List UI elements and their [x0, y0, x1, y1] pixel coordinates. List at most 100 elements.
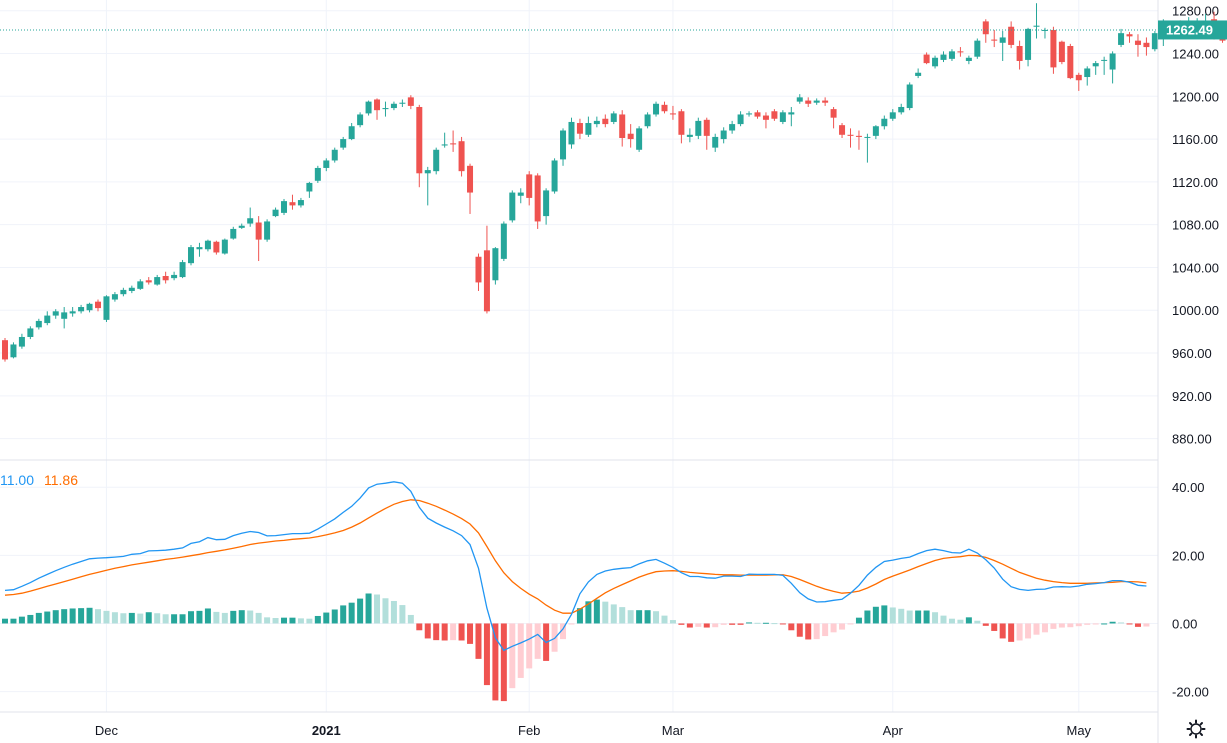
candle: [610, 111, 617, 125]
histogram-bar: [1134, 623, 1141, 627]
candle: [162, 271, 169, 284]
candle: [416, 104, 423, 188]
candle: [737, 111, 744, 127]
candle: [399, 99, 406, 107]
candle: [695, 117, 702, 140]
price-tick-label: 880.00: [1172, 432, 1212, 447]
signal-legend-value: 11.86: [44, 472, 78, 488]
histogram-bar: [1058, 623, 1065, 628]
histogram-bar: [204, 608, 211, 624]
macd-line: [4, 481, 1147, 652]
histogram-bar: [1075, 623, 1082, 627]
histogram-bar: [754, 622, 761, 624]
histogram-bar: [1143, 623, 1150, 627]
candle: [1075, 72, 1082, 91]
candle: [382, 101, 389, 117]
histogram-bar: [95, 609, 102, 624]
macd-tick-label: -20.00: [1172, 685, 1209, 700]
histogram-bar: [644, 610, 651, 624]
histogram-bar: [281, 617, 288, 624]
candle: [517, 188, 524, 204]
histogram-bar: [390, 600, 397, 624]
histogram-bar: [712, 623, 719, 628]
candle: [221, 238, 228, 255]
candle: [839, 123, 846, 138]
histogram-bar: [788, 623, 795, 631]
candle: [1084, 66, 1091, 86]
time-axis[interactable]: Dec 2021 Feb Mar Apr May: [95, 723, 1092, 738]
candle: [145, 277, 152, 285]
candle: [374, 98, 381, 120]
histogram-bar: [213, 611, 220, 624]
candle: [196, 242, 203, 257]
candle: [500, 221, 507, 262]
macd-axis[interactable]: 40.00 20.00 0.00 -20.00: [1172, 480, 1209, 699]
histogram-bar: [703, 623, 710, 628]
candle: [669, 105, 676, 120]
price-tick-label: 1200.00: [1172, 89, 1219, 104]
histogram-bar: [898, 608, 905, 624]
candle: [441, 132, 448, 148]
histogram-bar: [948, 618, 955, 624]
gear-icon[interactable]: [1186, 719, 1206, 739]
candle: [450, 130, 457, 152]
candle: [52, 309, 59, 319]
candle: [238, 223, 245, 229]
time-tick-label: 2021: [312, 723, 341, 738]
histogram-bar: [69, 608, 76, 624]
histogram-bar: [864, 610, 871, 624]
candle: [154, 274, 161, 286]
histogram-bar: [128, 612, 135, 624]
price-axis[interactable]: 1280.00 1240.00 1200.00 1160.00 1120.00 1080.…: [1172, 4, 1219, 447]
candle: [881, 115, 888, 130]
histogram-bar: [357, 598, 364, 624]
candle: [898, 103, 905, 115]
time-tick-label: Mar: [662, 723, 685, 738]
histogram-bar: [1025, 623, 1032, 639]
histogram-bar: [940, 615, 947, 624]
histogram-bar: [610, 604, 617, 624]
histogram-bar: [619, 607, 626, 624]
histogram-bar: [483, 623, 490, 686]
histogram-bar: [1067, 623, 1074, 628]
histogram-bar: [255, 612, 262, 624]
candle: [340, 136, 347, 150]
candle: [746, 111, 753, 117]
histogram-bar: [534, 623, 541, 659]
histogram-bar: [221, 612, 228, 624]
histogram-bar: [915, 610, 922, 624]
candle: [297, 197, 304, 208]
histogram-bar: [729, 623, 736, 625]
candle: [1151, 31, 1158, 52]
candle: [1143, 37, 1150, 56]
candle: [475, 253, 482, 291]
histogram-bar: [1109, 621, 1116, 624]
price-tick-label: 1240.00: [1172, 46, 1219, 61]
candle: [1126, 32, 1133, 43]
candle: [568, 117, 575, 149]
candle: [957, 47, 964, 57]
histogram-bar: [636, 610, 643, 624]
macd-legend-value: 11.00: [0, 472, 34, 488]
histogram-bar: [86, 607, 93, 624]
candle: [560, 128, 567, 166]
histogram-bar: [458, 623, 465, 641]
histogram-bar: [306, 618, 313, 624]
histogram-bar: [331, 609, 338, 624]
candlestick-series: [2, 3, 1226, 362]
macd-legend[interactable]: 11.00 11.86: [0, 472, 78, 488]
candle: [923, 52, 930, 65]
histogram-bar: [137, 613, 144, 624]
price-tick-label: 960.00: [1172, 346, 1212, 361]
candle: [948, 49, 955, 61]
candle: [467, 163, 474, 214]
histogram-bar: [374, 594, 381, 624]
candle: [982, 19, 989, 43]
macd-histogram: [2, 593, 1150, 702]
candle: [1134, 34, 1141, 57]
candle: [18, 333, 25, 349]
histogram-bar: [1126, 623, 1133, 625]
histogram-bar: [103, 610, 110, 624]
histogram-bar: [348, 602, 355, 624]
